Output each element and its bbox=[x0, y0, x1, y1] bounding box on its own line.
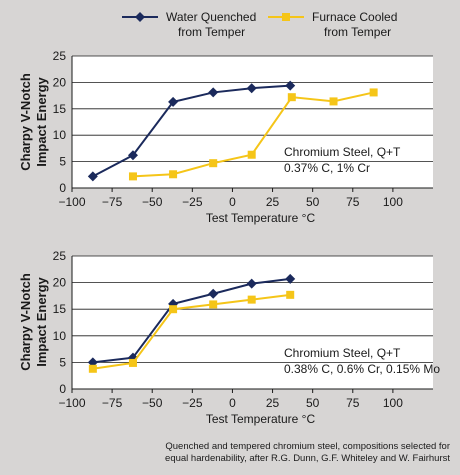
x-tick-label: 25 bbox=[266, 195, 280, 209]
x-tick-label: −75 bbox=[102, 396, 123, 410]
data-point bbox=[369, 88, 378, 97]
annotation-line: Chromium Steel, Q+T bbox=[284, 346, 401, 360]
series-line bbox=[92, 84, 291, 178]
y-tick-label: 15 bbox=[53, 302, 67, 316]
data-point bbox=[208, 87, 219, 98]
y-tick-label: 0 bbox=[59, 181, 66, 195]
caption-line: equal hardenability, after R.G. Dunn, G.… bbox=[165, 453, 450, 464]
data-point bbox=[287, 93, 296, 102]
legend-marker bbox=[135, 12, 145, 22]
chart-bottom: 0 5 10 15 20 25 −100 −75 −50 −25 0 25 50 75 100 Test Te… bbox=[53, 249, 441, 426]
y-tick-label: 5 bbox=[59, 155, 66, 169]
y-axis-title-line: Impact Energy bbox=[34, 276, 49, 366]
x-tick-label: 25 bbox=[266, 396, 280, 410]
legend-item-water-quenched: Water Quenched from Temper bbox=[122, 10, 256, 39]
x-tick-label: −50 bbox=[142, 396, 163, 410]
data-point bbox=[246, 83, 257, 94]
series-water-quenched bbox=[87, 80, 296, 182]
y-tick-label: 5 bbox=[59, 355, 66, 369]
legend-label-line: from Temper bbox=[178, 25, 245, 39]
y-tick-label: 20 bbox=[53, 75, 67, 89]
data-point bbox=[87, 171, 98, 182]
data-point bbox=[285, 80, 296, 91]
x-tick-label: −50 bbox=[142, 195, 163, 209]
data-point bbox=[286, 290, 295, 299]
annotation: Chromium Steel, Q+T 0.38% C, 0.6% Cr, 0.1… bbox=[284, 346, 440, 376]
data-point bbox=[128, 172, 137, 181]
legend-marker bbox=[282, 13, 290, 21]
x-tick-label: −25 bbox=[182, 195, 203, 209]
data-point bbox=[169, 170, 178, 179]
x-tick-label: 75 bbox=[346, 396, 360, 410]
x-tick-label: 100 bbox=[383, 195, 403, 209]
data-point bbox=[128, 358, 137, 367]
series-furnace-cooled bbox=[128, 88, 378, 181]
x-tick-label: 50 bbox=[306, 195, 320, 209]
y-axis-title-line: Impact Energy bbox=[34, 76, 49, 166]
data-point bbox=[209, 300, 218, 309]
x-tick-label: −25 bbox=[182, 396, 203, 410]
legend-label: Water Quenched from Temper bbox=[166, 10, 256, 39]
legend-label-line: from Temper bbox=[324, 25, 391, 39]
y-axis-title-top: Charpy V-NotchImpact Energy bbox=[18, 73, 49, 171]
y-tick-label: 15 bbox=[53, 102, 67, 116]
y-axis-title-line: Charpy V-Notch bbox=[18, 273, 33, 371]
x-tick-label: 100 bbox=[383, 396, 403, 410]
plot-area bbox=[72, 56, 433, 188]
y-tick-label: 0 bbox=[59, 382, 66, 396]
annotation: Chromium Steel, Q+T 0.37% C, 1% Cr bbox=[284, 145, 401, 175]
data-point bbox=[285, 273, 296, 284]
legend-label-line: Furnace Cooled bbox=[312, 10, 397, 24]
data-point bbox=[208, 288, 219, 299]
data-point bbox=[127, 150, 138, 161]
caption-text: Quenched and tempered chromium steel, co… bbox=[165, 441, 450, 464]
y-tick-label: 10 bbox=[53, 128, 67, 142]
series-line bbox=[92, 277, 291, 364]
annotation-line: Chromium Steel, Q+T bbox=[284, 145, 401, 159]
chart-top: 0 5 10 15 20 25 −100 −75 −50 −25 0 25 50 75 100 Test Te… bbox=[53, 49, 433, 225]
y-axis-title-line: Charpy V-Notch bbox=[18, 73, 33, 171]
data-point bbox=[247, 295, 256, 304]
data-point bbox=[169, 305, 178, 314]
x-axis-title: Test Temperature °C bbox=[206, 412, 316, 426]
x-tick-label: −100 bbox=[58, 195, 85, 209]
data-point bbox=[168, 96, 179, 107]
y-axis-title-bottom: Charpy V-NotchImpact Energy bbox=[18, 273, 49, 371]
x-tick-label: 50 bbox=[306, 396, 320, 410]
x-tick-label: −75 bbox=[102, 195, 123, 209]
x-tick-label: 0 bbox=[229, 195, 236, 209]
y-tick-label: 20 bbox=[53, 276, 67, 290]
y-tick-label: 25 bbox=[53, 49, 67, 63]
data-point bbox=[88, 364, 97, 373]
annotation-line: 0.37% C, 1% Cr bbox=[284, 161, 370, 175]
caption: Quenched and tempered chromium steel, co… bbox=[165, 441, 450, 464]
x-tick-label: 0 bbox=[229, 396, 236, 410]
x-tick-label: −100 bbox=[58, 396, 85, 410]
series-furnace-cooled bbox=[88, 290, 295, 373]
x-tick-label: 75 bbox=[346, 195, 360, 209]
caption-line: Quenched and tempered chromium steel, co… bbox=[165, 441, 450, 452]
y-tick-label: 25 bbox=[53, 249, 67, 263]
series-line bbox=[92, 293, 291, 370]
y-tick-label: 10 bbox=[53, 329, 67, 343]
x-axis-title: Test Temperature °C bbox=[206, 211, 316, 225]
data-point bbox=[209, 159, 218, 168]
data-point bbox=[329, 97, 338, 106]
legend-label: Furnace Cooled from Temper bbox=[312, 10, 397, 39]
annotation-line: 0.38% C, 0.6% Cr, 0.15% Mo bbox=[284, 362, 440, 376]
legend-label-line: Water Quenched bbox=[166, 10, 256, 24]
legend-item-furnace-cooled: Furnace Cooled from Temper bbox=[268, 10, 397, 39]
data-point bbox=[246, 278, 257, 289]
data-point bbox=[247, 150, 256, 159]
